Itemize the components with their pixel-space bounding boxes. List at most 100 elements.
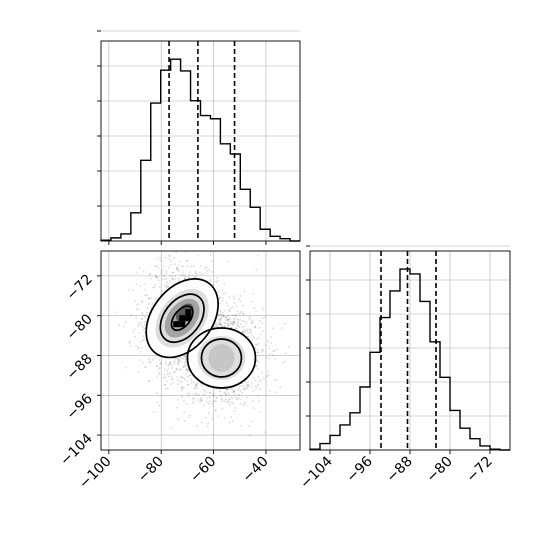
scatter-point [217, 322, 220, 325]
scatter-point [223, 400, 226, 403]
scatter-point [253, 307, 256, 309]
scatter-point [262, 349, 264, 351]
scatter-point [147, 380, 150, 382]
scatter-point [224, 322, 227, 324]
scatter-point [181, 385, 184, 388]
scatter-point [242, 329, 245, 332]
scatter-point [203, 404, 205, 407]
scatter-point [226, 320, 229, 323]
scatter-point [219, 296, 222, 299]
scatter-point [269, 353, 272, 355]
scatter-point [177, 269, 180, 272]
scatter-point [230, 416, 233, 419]
scatter-point [135, 271, 138, 274]
scatter-point [256, 351, 259, 354]
scatter-point [261, 350, 263, 353]
scatter-point [227, 391, 229, 394]
scatter-point [220, 394, 222, 397]
scatter-point [233, 302, 236, 304]
scatter-point [255, 388, 257, 391]
scatter-point [246, 330, 249, 333]
scatter-point [167, 364, 170, 367]
scatter-point [239, 390, 242, 392]
scatter-point [261, 348, 264, 351]
scatter-point [182, 366, 185, 369]
scatter-point [249, 331, 252, 333]
scatter-point [202, 273, 205, 275]
scatter-point [166, 369, 169, 372]
scatter-point [135, 316, 138, 319]
scatter-point [231, 402, 234, 404]
scatter-point [141, 318, 143, 320]
scatter-point [167, 283, 169, 286]
scatter-point [143, 294, 146, 297]
scatter-point [213, 392, 216, 395]
scatter-point [216, 323, 219, 326]
scatter-point [219, 318, 221, 321]
scatter-point [240, 384, 243, 387]
scatter-point [226, 319, 229, 321]
scatter-point [259, 333, 262, 336]
scatter-point [170, 383, 172, 386]
scatter-point [279, 386, 282, 389]
scatter-point [229, 398, 232, 401]
scatter-point [166, 380, 169, 383]
scatter-point [230, 326, 233, 329]
scatter-point [193, 387, 196, 390]
scatter-point [214, 410, 217, 412]
scatter-point [182, 357, 185, 360]
scatter-point [228, 421, 231, 424]
scatter-point [124, 366, 127, 369]
scatter-point [179, 380, 181, 383]
scatter-point [257, 342, 260, 345]
scatter-point [219, 323, 222, 326]
scatter-point [187, 276, 190, 279]
scatter-point [145, 293, 148, 296]
scatter-point [225, 392, 227, 395]
scatter-point [241, 319, 244, 322]
scatter-point [262, 377, 265, 380]
scatter-point [208, 396, 211, 399]
scatter-point [243, 402, 246, 405]
scatter-point [161, 269, 163, 272]
scatter-point [248, 316, 251, 319]
scatter-point [186, 259, 189, 262]
scatter-point [144, 366, 147, 369]
scatter-point [207, 412, 210, 414]
scatter-point [144, 366, 147, 368]
scatter-point [178, 368, 181, 371]
scatter-point [180, 360, 183, 363]
scatter-point [215, 400, 217, 403]
scatter-point [233, 321, 236, 323]
scatter-point [231, 322, 234, 325]
scatter-point [164, 257, 167, 259]
scatter-point [118, 324, 120, 327]
scatter-point [220, 394, 223, 397]
scatter-point [227, 305, 229, 307]
scatter-point [233, 410, 236, 412]
scatter-point [183, 278, 186, 280]
scatter-point [259, 388, 261, 391]
scatter-point [268, 357, 270, 360]
scatter-point [174, 358, 177, 360]
scatter-point [247, 335, 250, 338]
scatter-point [183, 274, 186, 277]
scatter-point [155, 275, 158, 278]
scatter-point [221, 398, 224, 401]
scatter-point [256, 343, 258, 346]
scatter-point [220, 313, 223, 315]
scatter-point [208, 392, 211, 394]
scatter-point [223, 309, 226, 312]
scatter-point [282, 361, 284, 364]
scatter-point [228, 323, 230, 326]
scatter-point [274, 391, 276, 393]
scatter-point [176, 406, 179, 409]
scatter-point [186, 392, 189, 395]
scatter-point [171, 375, 174, 378]
scatter-point [148, 298, 150, 300]
scatter-point [194, 272, 197, 275]
scatter-point [243, 404, 245, 406]
scatter-point [179, 368, 182, 371]
